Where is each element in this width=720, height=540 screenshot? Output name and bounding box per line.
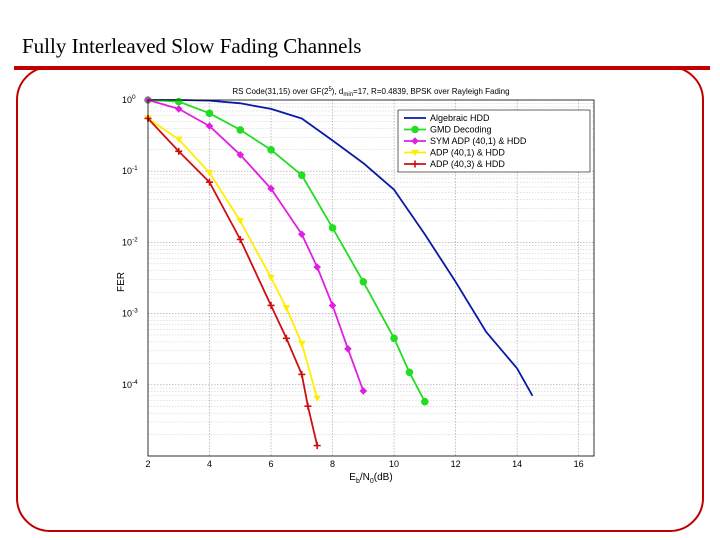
data-point [205, 109, 214, 118]
data-point [236, 126, 245, 134]
data-point [405, 368, 414, 377]
data-point [297, 230, 306, 239]
data-point [411, 125, 419, 134]
data-point [174, 136, 183, 143]
data-point [344, 345, 352, 353]
legend-label: ADP (40,3) & HDD [430, 159, 505, 169]
x-tick-label: 8 [330, 459, 335, 469]
data-point [421, 397, 429, 406]
data-point [282, 334, 290, 342]
legend-item: ADP (40,3) & HDD [404, 159, 505, 169]
x-tick-label: 16 [574, 459, 584, 469]
data-point [328, 301, 337, 310]
data-point [205, 169, 214, 177]
x-tick-label: 14 [512, 459, 522, 469]
y-tick-label: 10-1 [122, 165, 138, 176]
legend-label: Algebraic HDD [430, 113, 490, 123]
x-tick-label: 10 [389, 459, 399, 469]
data-point [411, 160, 419, 168]
title-rule [14, 66, 710, 70]
data-point [297, 171, 306, 179]
data-point [411, 149, 419, 157]
x-tick-label: 2 [145, 459, 150, 469]
data-point [174, 97, 183, 106]
data-point [411, 137, 419, 145]
data-point [298, 370, 306, 378]
legend-label: ADP (40,1) & HDD [430, 148, 505, 158]
series-line [147, 99, 365, 392]
data-point [236, 235, 244, 243]
data-point [205, 122, 214, 130]
data-point [236, 218, 245, 225]
data-point [267, 301, 275, 309]
axis-ticks: 2 4 6 8 10 12 14 16 100 10-1 10-2 10-3 10-4 [122, 94, 584, 469]
legend-item: Algebraic HDD [404, 113, 490, 123]
data-point [236, 150, 245, 159]
y-tick-label: 10-3 [122, 308, 138, 319]
grid-lines [148, 100, 594, 457]
chart-title: RS Code(31,15) over GF(25), dmin=17, R=0… [232, 87, 509, 98]
data-point [267, 274, 275, 282]
y-tick-label: 100 [122, 94, 136, 105]
data-point [174, 105, 183, 113]
data-point [359, 277, 368, 286]
legend-item: GMD Decoding [404, 125, 492, 135]
series-layer [144, 96, 534, 450]
legend-box [397, 109, 591, 173]
series-line [148, 99, 534, 397]
data-point [304, 402, 312, 410]
data-point [313, 263, 321, 271]
data-point [297, 340, 306, 348]
data-point [390, 334, 398, 343]
x-tick-label: 12 [451, 459, 461, 469]
legend-item: SYM ADP (40,1) & HDD [404, 136, 527, 146]
data-point [313, 442, 321, 450]
x-tick-label: 4 [207, 459, 212, 469]
legend-label: SYM ADP (40,1) & HDD [430, 136, 527, 146]
legend-label: GMD Decoding [430, 125, 492, 135]
slide-title: Fully Interleaved Slow Fading Channels [22, 34, 362, 58]
x-axis-label: Eb/N0(dB) [349, 472, 392, 485]
data-point [175, 147, 183, 155]
series-line [147, 117, 319, 399]
plot-border [147, 99, 595, 457]
series-5 [144, 114, 321, 450]
data-point [359, 387, 368, 395]
y-tick-label: 10-4 [122, 379, 138, 390]
data-point [328, 224, 337, 232]
series-1 [148, 99, 534, 397]
data-point [282, 305, 291, 312]
x-tick-label: 6 [269, 459, 274, 469]
data-point [267, 145, 275, 154]
y-tick-label: 10-2 [122, 236, 138, 247]
data-point [206, 178, 214, 186]
data-point [313, 395, 321, 402]
data-point [267, 184, 275, 193]
legend-item: ADP (40,1) & HDD [404, 148, 505, 158]
y-axis-label: FER [116, 272, 127, 292]
